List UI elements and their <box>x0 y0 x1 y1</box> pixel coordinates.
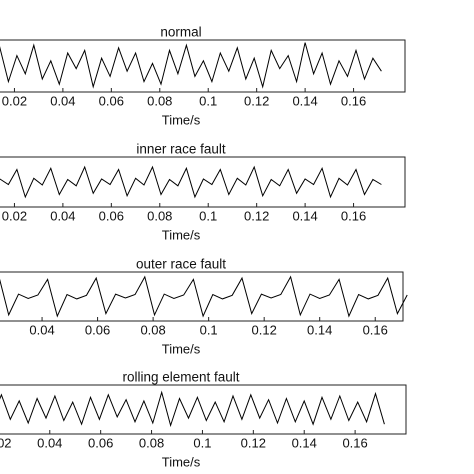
x-tick-label: 0.14 <box>292 93 317 108</box>
x-tick-label: 0.06 <box>99 208 124 223</box>
x-tick-label: 0.06 <box>85 322 110 337</box>
signal-line <box>0 165 382 199</box>
panel-title: normal <box>160 25 201 40</box>
signal-line <box>0 390 385 428</box>
x-tick-label: 0.04 <box>50 93 75 108</box>
x-tick-label: 0.12 <box>241 435 266 450</box>
panel-title: rolling element fault <box>122 370 239 385</box>
x-tick-label: 0.16 <box>341 208 366 223</box>
x-tick-label: 0.14 <box>307 322 332 337</box>
plot-frame <box>0 156 406 208</box>
x-tick-label: 0.1 <box>199 93 217 108</box>
x-tick-label: 0.08 <box>140 322 165 337</box>
x-axis-label: Time/s <box>162 112 201 127</box>
x-tick-label: 0.1 <box>200 322 218 337</box>
x-tick-label: 0.02 <box>0 435 12 450</box>
x-tick-label: 0.1 <box>193 435 211 450</box>
panel-title: outer race fault <box>136 257 226 272</box>
x-tick-label: 0.08 <box>139 435 164 450</box>
x-tick-label: 0.16 <box>363 322 388 337</box>
x-tick-label: 0.12 <box>244 208 269 223</box>
panel-title: inner race fault <box>136 142 226 157</box>
signal-line <box>0 275 408 318</box>
x-tick-label: 0.02 <box>2 93 27 108</box>
x-tick-label: 0.16 <box>342 435 367 450</box>
plot-frame <box>0 39 406 93</box>
plot-frame <box>0 271 404 322</box>
x-tick-label: 0.04 <box>29 322 54 337</box>
x-tick-label: 0.14 <box>292 435 317 450</box>
x-tick-label: 0.06 <box>88 435 113 450</box>
signal-line <box>0 42 382 89</box>
x-tick-label: 0.02 <box>2 208 27 223</box>
x-axis-label: Time/s <box>162 341 201 356</box>
x-axis-label: Time/s <box>162 454 201 469</box>
x-tick-label: 0.04 <box>37 435 62 450</box>
x-tick-label: 0.12 <box>252 322 277 337</box>
x-tick-label: 0.16 <box>341 93 366 108</box>
x-tick-label: 0.1 <box>199 208 217 223</box>
x-tick-label: 0.04 <box>50 208 75 223</box>
plot-frame <box>0 384 407 435</box>
x-tick-label: 0.06 <box>99 93 124 108</box>
x-tick-label: 0.08 <box>147 208 172 223</box>
x-tick-label: 0.08 <box>147 93 172 108</box>
x-tick-label: 0.12 <box>244 93 269 108</box>
x-tick-label: 0.14 <box>292 208 317 223</box>
x-axis-label: Time/s <box>162 227 201 242</box>
